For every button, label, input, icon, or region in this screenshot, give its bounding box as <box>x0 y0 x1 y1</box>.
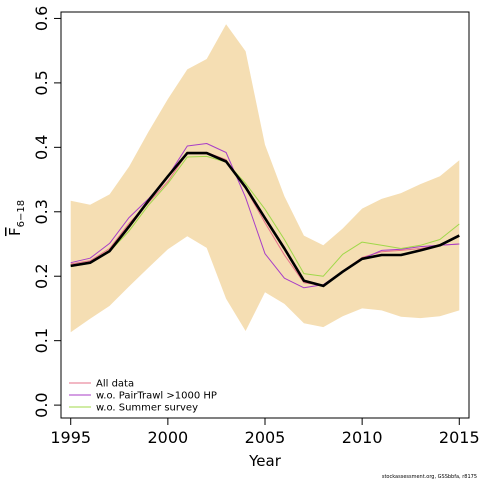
x-tick-label: 1995 <box>50 428 91 447</box>
y-axis: 0.0 0.1 0.2 0.3 0.4 0.5 0.6 <box>32 6 62 418</box>
legend-label: w.o. PairTrawl >1000 HP <box>96 391 217 402</box>
y-tick-label: 0.5 <box>32 70 51 95</box>
legend-label: w.o. Summer survey <box>96 403 198 414</box>
confidence-band <box>70 24 460 333</box>
y-tick-label: 0.3 <box>32 199 51 224</box>
x-axis-title: Year <box>248 452 282 470</box>
y-tick-label: 0.0 <box>32 392 51 417</box>
series-line-1 <box>70 143 460 289</box>
y-axis-title-sub: 6−18 <box>16 200 27 227</box>
x-axis: 1995 2000 2005 2010 2015 <box>50 417 480 447</box>
y-axis-title-main: F <box>6 227 24 236</box>
credit-text: stockassessment.org, GSSbbfa, r8175 <box>382 474 477 480</box>
series-line-3 <box>70 151 460 288</box>
x-tick-label: 2015 <box>439 428 480 447</box>
x-tick-label: 2000 <box>147 428 188 447</box>
svg-text:F6−18: F6−18 <box>6 200 27 236</box>
y-tick-label: 0.1 <box>32 328 51 353</box>
x-tick-label: 2010 <box>342 428 383 447</box>
y-tick-label: 0.6 <box>32 6 51 31</box>
series-lines <box>70 143 460 289</box>
y-axis-title: F6−18 <box>6 200 27 236</box>
series-line-2 <box>70 155 460 277</box>
y-tick-label: 0.4 <box>32 135 51 160</box>
legend-label: All data <box>96 379 134 390</box>
x-tick-label: 2005 <box>245 428 286 447</box>
y-tick-label: 0.2 <box>32 263 51 288</box>
